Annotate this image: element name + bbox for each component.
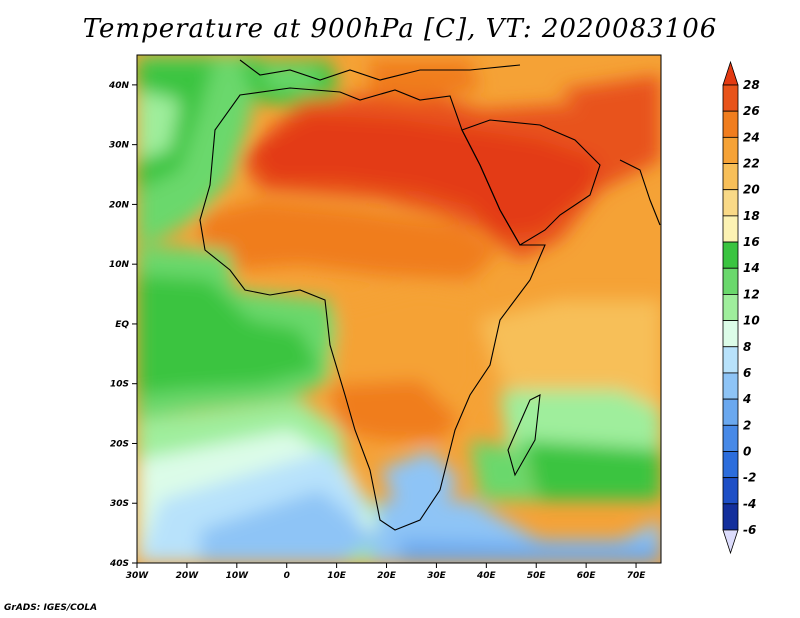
colorbar-label: 6	[743, 366, 751, 380]
colorbar-segment	[722, 424, 739, 452]
colorbar-label: 22	[743, 157, 760, 171]
colorbar-bottom-arrow	[722, 529, 739, 555]
colorbar-label: -6	[743, 523, 756, 537]
lat-tick-label: 20N	[109, 200, 130, 210]
madagascar-coastline	[507, 394, 541, 477]
lon-tick-label: 60E	[577, 571, 597, 581]
colorbar-segment	[722, 110, 739, 138]
colorbar-label: 24	[743, 130, 760, 144]
india-coastline	[619, 159, 661, 226]
lon-tick-label: 70E	[627, 571, 647, 581]
lat-tick-label: 20S	[110, 439, 129, 449]
africa-coastline	[199, 87, 546, 531]
colorbar-segment	[722, 346, 739, 374]
lon-tick-label: 50E	[527, 571, 547, 581]
temperature-map: 30W 20W 10W 0 10E 20E 30E 40E 50E 60E 70E 40N30N20…	[108, 54, 760, 581]
grads-credit: GrADS: IGES/COLA	[4, 603, 98, 613]
colorbar-segment	[722, 267, 739, 295]
map-frame	[136, 54, 662, 564]
colorbar-label: 12	[743, 287, 760, 301]
colorbar-label: 0	[743, 444, 751, 458]
europe-coastline	[239, 59, 521, 81]
colorbar-label: 2	[743, 418, 751, 432]
colorbar-segment	[722, 215, 739, 243]
colorbar-segment	[722, 451, 739, 479]
colorbar-label: 20	[743, 183, 760, 197]
lat-tick-label: EQ	[115, 320, 129, 330]
lon-tick-label: 20W	[176, 571, 200, 581]
colorbar-segment	[722, 84, 739, 112]
colorbar-label: -4	[743, 497, 756, 511]
colorbar-label: 28	[743, 78, 760, 92]
colorbar-segment	[722, 189, 739, 217]
lat-tick-label: 30S	[110, 499, 129, 509]
colorbar-label: 26	[743, 104, 760, 118]
colorbar-segment	[722, 398, 739, 426]
colorbar-segment	[722, 294, 739, 321]
colorbar-label: 16	[743, 235, 760, 249]
lon-tick-label: 10W	[226, 571, 250, 581]
colorbar-segment	[722, 320, 739, 348]
lon-tick-label: 10E	[327, 571, 347, 581]
colorbar-segment	[722, 372, 739, 400]
lat-tick-label: 40N	[108, 81, 130, 91]
lat-tick-label: 30N	[109, 141, 130, 151]
lon-tick-label: 40E	[476, 571, 497, 581]
lon-tick-label: 30E	[427, 571, 447, 581]
lat-tick-label: 10N	[109, 260, 130, 270]
lat-tick-label: 40S	[109, 559, 129, 569]
lon-tick-label: 30W	[126, 571, 150, 581]
lon-tick-label: 20E	[377, 571, 397, 581]
colorbar-segment	[722, 241, 739, 269]
colorbar-label: 4	[742, 392, 751, 406]
map-title: Temperature at 900hPa [C], VT: 202008310…	[82, 14, 718, 44]
lon-tick-label: 0	[284, 571, 290, 581]
latitude-axis: 40N 30N 20N 10N EQ 10S 20S 30S 40S	[108, 81, 137, 569]
arabia-coastline	[461, 119, 601, 246]
longitude-axis: 30W 20W 10W 0 10E 20E 30E 40E 50E 60E 70E	[126, 563, 646, 581]
colorbar-segment	[722, 136, 739, 164]
colorbar-label: 14	[743, 261, 760, 275]
colorbar-label: -2	[743, 471, 756, 485]
lat-tick-label: 10S	[110, 380, 129, 390]
coastlines	[199, 59, 661, 531]
colorbar-label: 18	[743, 209, 760, 223]
colorbar-segment	[722, 477, 739, 505]
colorbar-segment	[722, 163, 739, 191]
colorbar-label: 8	[743, 340, 751, 354]
colorbar-segment	[722, 503, 739, 531]
colorbar-top-arrow	[722, 60, 739, 86]
temperature-field	[137, 55, 661, 563]
colorbar-label: 10	[743, 314, 760, 328]
